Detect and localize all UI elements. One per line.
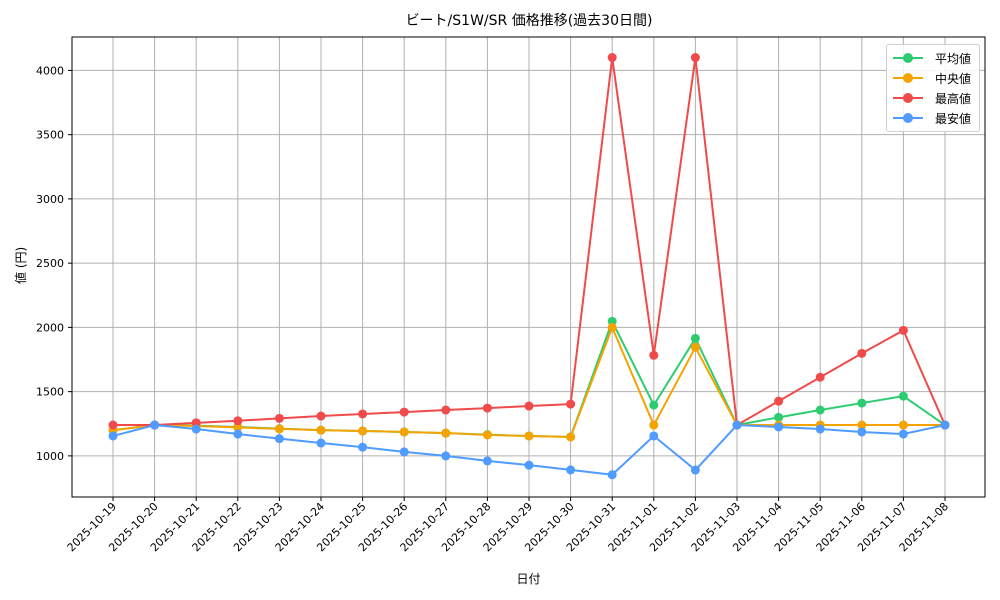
data-point — [898, 429, 908, 439]
data-point — [150, 420, 160, 430]
legend-label: 最安値 — [935, 111, 972, 126]
data-point — [649, 431, 659, 441]
data-point — [399, 407, 409, 417]
legend-marker-icon — [893, 53, 923, 63]
data-point — [649, 400, 659, 410]
data-point — [441, 451, 451, 461]
data-point — [815, 405, 825, 415]
data-point — [815, 424, 825, 434]
data-point — [649, 420, 659, 430]
legend-item-median: 中央値 — [887, 68, 979, 88]
y-axis: 1000 1500 2000 2500 3000 3500 4000 — [36, 64, 72, 463]
y-axis-label: 値 (円) — [14, 246, 28, 284]
legend-marker-icon — [893, 113, 923, 123]
data-point — [857, 348, 867, 358]
data-point — [274, 424, 284, 434]
x-axis: 2025-10-192025-10-202025-10-212025-10-22… — [65, 497, 951, 554]
data-point — [524, 401, 534, 411]
chart-title: ビート/S1W/SR 価格推移(過去30日間) — [405, 13, 653, 29]
data-point — [815, 372, 825, 382]
legend-label: 最高値 — [935, 91, 972, 106]
data-point — [732, 420, 742, 430]
data-point — [274, 434, 284, 444]
data-point — [774, 422, 784, 432]
data-point — [566, 399, 576, 409]
series-3 — [108, 420, 950, 480]
data-point — [690, 333, 700, 343]
data-point — [358, 442, 368, 452]
data-point — [857, 398, 867, 408]
data-point — [690, 465, 700, 475]
data-point — [607, 322, 617, 332]
legend-item-average: 平均値 — [887, 48, 979, 68]
data-point — [524, 431, 534, 441]
data-point — [316, 438, 326, 448]
data-point — [233, 416, 243, 426]
y-tick-label: 1000 — [36, 450, 64, 463]
y-tick-label: 2500 — [36, 257, 64, 270]
data-point — [108, 431, 118, 441]
grid-lines — [72, 37, 985, 497]
data-point — [857, 427, 867, 437]
legend-marker-icon — [893, 73, 923, 83]
data-point — [607, 470, 617, 480]
data-point — [649, 350, 659, 360]
data-point — [898, 420, 908, 430]
data-point — [191, 424, 201, 434]
data-point — [898, 325, 908, 335]
data-point — [233, 429, 243, 439]
data-point — [399, 447, 409, 457]
data-point — [441, 428, 451, 438]
data-point — [191, 418, 201, 428]
data-series — [108, 53, 950, 480]
data-point — [690, 53, 700, 63]
data-point — [233, 422, 243, 432]
data-point — [274, 413, 284, 423]
y-tick-label: 3500 — [36, 129, 64, 142]
data-point — [566, 465, 576, 475]
data-point — [566, 432, 576, 442]
data-point — [690, 342, 700, 352]
legend-item-min: 最安値 — [887, 108, 979, 128]
data-point — [857, 420, 867, 430]
data-point — [399, 427, 409, 437]
data-point — [607, 53, 617, 63]
data-point — [316, 411, 326, 421]
data-point — [358, 426, 368, 436]
data-point — [482, 430, 492, 440]
data-point — [108, 420, 118, 430]
y-tick-label: 4000 — [36, 64, 64, 77]
data-point — [358, 409, 368, 419]
legend: 平均値 中央値 最高値 最安値 — [886, 44, 980, 132]
series-2 — [108, 53, 950, 430]
data-point — [774, 396, 784, 406]
legend-label: 平均値 — [935, 51, 972, 66]
legend-marker-icon — [893, 93, 923, 103]
y-tick-label: 2000 — [36, 321, 64, 334]
y-tick-label: 1500 — [36, 386, 64, 399]
data-point — [940, 420, 950, 430]
data-point — [898, 391, 908, 401]
x-axis-label: 日付 — [516, 572, 541, 586]
data-point — [482, 403, 492, 413]
legend-label: 中央値 — [935, 71, 972, 86]
data-point — [441, 405, 451, 415]
data-point — [524, 460, 534, 470]
data-point — [774, 412, 784, 422]
legend-item-max: 最高値 — [887, 88, 979, 108]
y-tick-label: 3000 — [36, 193, 64, 206]
data-point — [482, 456, 492, 466]
data-point — [316, 425, 326, 435]
